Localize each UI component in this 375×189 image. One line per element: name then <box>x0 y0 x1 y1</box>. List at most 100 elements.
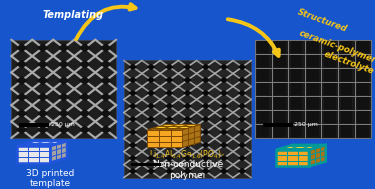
Bar <box>340 83 352 95</box>
Bar <box>287 150 298 155</box>
Bar <box>272 82 288 96</box>
Bar <box>274 125 286 137</box>
Bar <box>355 96 371 110</box>
Bar <box>171 130 183 136</box>
Bar <box>17 151 28 157</box>
Bar <box>305 82 321 96</box>
Bar <box>28 157 39 163</box>
Bar <box>17 157 28 163</box>
Polygon shape <box>201 142 210 148</box>
Bar <box>338 54 355 68</box>
Polygon shape <box>201 90 210 96</box>
Polygon shape <box>100 109 112 118</box>
Polygon shape <box>219 142 228 148</box>
Bar <box>321 54 338 68</box>
Bar <box>305 40 321 54</box>
Bar <box>291 97 302 109</box>
Bar <box>288 124 305 138</box>
Polygon shape <box>37 109 49 118</box>
Bar <box>17 146 50 163</box>
Bar <box>124 60 251 178</box>
Polygon shape <box>79 109 91 118</box>
Bar <box>159 136 171 142</box>
Polygon shape <box>100 92 112 102</box>
Text: Templating: Templating <box>42 10 104 20</box>
Bar <box>255 96 272 110</box>
Bar <box>321 68 338 82</box>
Polygon shape <box>183 129 192 135</box>
Bar <box>338 68 355 82</box>
Bar <box>321 82 338 96</box>
Bar <box>324 41 336 53</box>
Bar <box>17 146 28 151</box>
Polygon shape <box>58 92 70 102</box>
Bar <box>274 69 286 81</box>
Polygon shape <box>100 76 112 85</box>
Bar <box>272 96 288 110</box>
Text: Li$_{1.4}$Al$_{0.4}$Ge$_{1.6}$(PO$_4$)$_3$: Li$_{1.4}$Al$_{0.4}$Ge$_{1.6}$(PO$_4$)$_… <box>149 149 226 161</box>
Bar <box>305 68 321 82</box>
Bar <box>338 40 355 54</box>
Polygon shape <box>16 76 28 85</box>
Polygon shape <box>309 145 326 166</box>
Bar <box>171 136 183 142</box>
Polygon shape <box>147 90 156 96</box>
Polygon shape <box>147 155 156 161</box>
Bar <box>321 40 338 54</box>
Polygon shape <box>238 77 247 83</box>
Bar <box>340 111 352 123</box>
Polygon shape <box>238 64 247 70</box>
Bar <box>258 97 269 109</box>
Polygon shape <box>128 142 137 148</box>
Polygon shape <box>165 168 174 174</box>
Polygon shape <box>238 129 247 135</box>
Bar <box>340 97 352 109</box>
Polygon shape <box>16 92 28 102</box>
Polygon shape <box>238 103 247 109</box>
Polygon shape <box>100 60 112 69</box>
Polygon shape <box>58 43 70 53</box>
Bar <box>355 110 371 124</box>
Text: 3D printed
template: 3D printed template <box>26 169 75 188</box>
Polygon shape <box>100 43 112 53</box>
Bar <box>324 125 336 137</box>
Bar <box>355 40 371 54</box>
Bar <box>258 55 269 67</box>
Polygon shape <box>183 64 192 70</box>
Bar <box>274 97 286 109</box>
Polygon shape <box>219 90 228 96</box>
Polygon shape <box>128 116 137 122</box>
Polygon shape <box>37 92 49 102</box>
Polygon shape <box>201 64 210 70</box>
Polygon shape <box>183 142 192 148</box>
Bar <box>19 123 49 127</box>
Bar <box>276 161 287 166</box>
Polygon shape <box>37 43 49 53</box>
Bar <box>272 110 288 124</box>
Bar <box>291 83 302 95</box>
Polygon shape <box>201 129 210 135</box>
Bar <box>159 130 171 136</box>
Bar <box>338 110 355 124</box>
Bar <box>272 54 288 68</box>
Polygon shape <box>147 168 156 174</box>
Bar <box>305 124 321 138</box>
Bar <box>11 40 116 138</box>
Bar <box>255 110 272 124</box>
Bar <box>357 125 369 137</box>
Polygon shape <box>183 168 192 174</box>
Bar <box>272 68 288 82</box>
Bar <box>338 96 355 110</box>
Bar <box>274 83 286 95</box>
Bar <box>308 97 319 109</box>
Bar <box>288 82 305 96</box>
Bar <box>258 83 269 95</box>
Bar <box>324 55 336 67</box>
Bar <box>131 163 161 166</box>
Polygon shape <box>128 129 137 135</box>
Bar <box>159 142 171 147</box>
Bar <box>357 55 369 67</box>
Polygon shape <box>238 142 247 148</box>
Text: ceramic-polymer: ceramic-polymer <box>298 28 375 65</box>
Polygon shape <box>183 77 192 83</box>
